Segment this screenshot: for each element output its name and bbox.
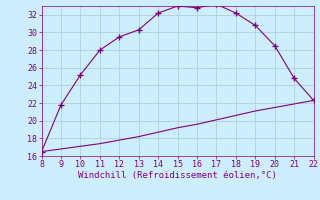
X-axis label: Windchill (Refroidissement éolien,°C): Windchill (Refroidissement éolien,°C) [78,171,277,180]
